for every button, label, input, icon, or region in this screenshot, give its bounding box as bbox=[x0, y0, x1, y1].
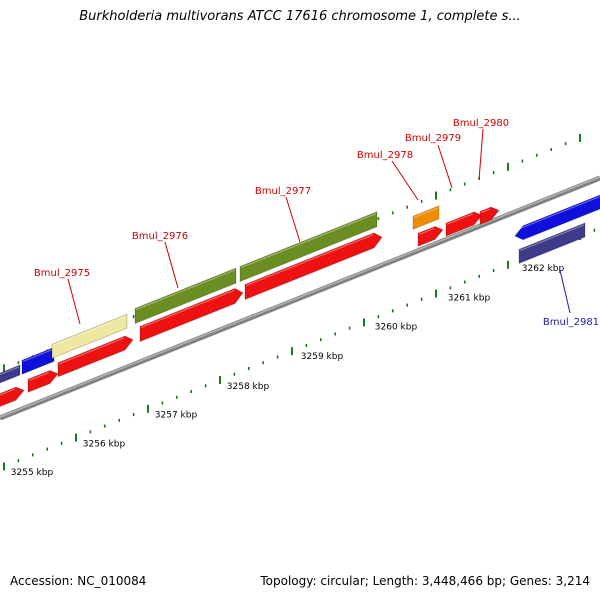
genome-summary: Topology: circular; Length: 3,448,466 bp… bbox=[260, 574, 590, 588]
sequence-backbone bbox=[0, 175, 600, 421]
feature-layer bbox=[0, 192, 600, 408]
backbone-layer bbox=[0, 175, 600, 421]
cds-feature[interactable] bbox=[479, 206, 500, 226]
forward-gene-label[interactable]: Bmul_2977 bbox=[255, 186, 311, 197]
tick-layer bbox=[3, 134, 596, 471]
gene-highlight bbox=[140, 289, 235, 329]
gene-highlight bbox=[28, 371, 50, 381]
gene-highlight bbox=[480, 208, 491, 214]
gene-olive[interactable] bbox=[134, 267, 237, 325]
gene-highlight bbox=[0, 388, 16, 396]
label-leader-line bbox=[285, 196, 301, 243]
gene-highlight bbox=[413, 207, 439, 218]
gene-slate[interactable] bbox=[518, 222, 586, 264]
gene-slate[interactable] bbox=[0, 364, 21, 387]
label-leader-line bbox=[478, 128, 484, 181]
backbone-highlight bbox=[0, 176, 600, 418]
label-layer: 3255 kbp 3256 kbp 3257 kbp 3258 kbp 3259 kbp… bbox=[11, 118, 599, 478]
scale-label: 3256 kbp bbox=[83, 439, 126, 449]
gene-orange[interactable] bbox=[412, 205, 440, 230]
scale-label: 3255 kbp bbox=[11, 468, 54, 478]
cds-feature[interactable] bbox=[445, 211, 483, 237]
scale-label: 3257 kbp bbox=[155, 411, 198, 421]
gene-highlight bbox=[52, 315, 127, 346]
forward-gene-label[interactable]: Bmul_2976 bbox=[132, 231, 188, 242]
gene-highlight bbox=[245, 234, 374, 287]
gene-highlight bbox=[446, 213, 474, 225]
accession-label: Accession: NC_010084 bbox=[10, 574, 147, 588]
cds-feature[interactable] bbox=[57, 335, 134, 378]
scale-label: 3260 kbp bbox=[375, 323, 418, 333]
gene-olive[interactable] bbox=[239, 211, 378, 283]
label-leader-line bbox=[437, 144, 453, 189]
reverse-gene-label[interactable]: Bmul_2981 bbox=[543, 317, 599, 328]
scale-label: 3258 kbp bbox=[227, 382, 270, 392]
scale-label: 3261 kbp bbox=[448, 293, 491, 303]
forward-gene-label[interactable]: Bmul_2979 bbox=[405, 133, 461, 144]
cds-feature[interactable] bbox=[0, 386, 25, 408]
gene-highlight bbox=[240, 213, 377, 269]
gene-pale[interactable] bbox=[51, 313, 128, 359]
cds-feature[interactable] bbox=[139, 288, 244, 343]
gene-highlight bbox=[135, 269, 236, 311]
scale-label: 3262 kbp bbox=[522, 264, 565, 274]
gene-highlight bbox=[519, 224, 585, 252]
scale-label: 3259 kbp bbox=[301, 352, 344, 362]
label-leader-line bbox=[164, 241, 179, 289]
gene-highlight bbox=[22, 348, 54, 362]
forward-gene-label[interactable]: Bmul_2978 bbox=[357, 150, 413, 161]
gene-blue[interactable] bbox=[514, 192, 600, 241]
cds-feature[interactable] bbox=[27, 370, 59, 393]
map-title: Burkholderia multivorans ATCC 17616 chro… bbox=[79, 9, 521, 24]
forward-gene-label[interactable]: Bmul_2980 bbox=[453, 118, 509, 129]
cds-feature[interactable] bbox=[244, 232, 383, 301]
label-leader-line bbox=[67, 278, 81, 325]
gene-highlight bbox=[58, 337, 125, 365]
gene-highlight bbox=[418, 227, 435, 235]
label-leader-line bbox=[391, 160, 419, 201]
forward-gene-label[interactable]: Bmul_2975 bbox=[34, 268, 90, 279]
gene-highlight bbox=[515, 195, 600, 231]
gene-highlight bbox=[0, 366, 20, 376]
gene-blue[interactable] bbox=[21, 346, 55, 375]
cds-feature[interactable] bbox=[417, 226, 444, 247]
label-leader-line bbox=[559, 269, 571, 314]
